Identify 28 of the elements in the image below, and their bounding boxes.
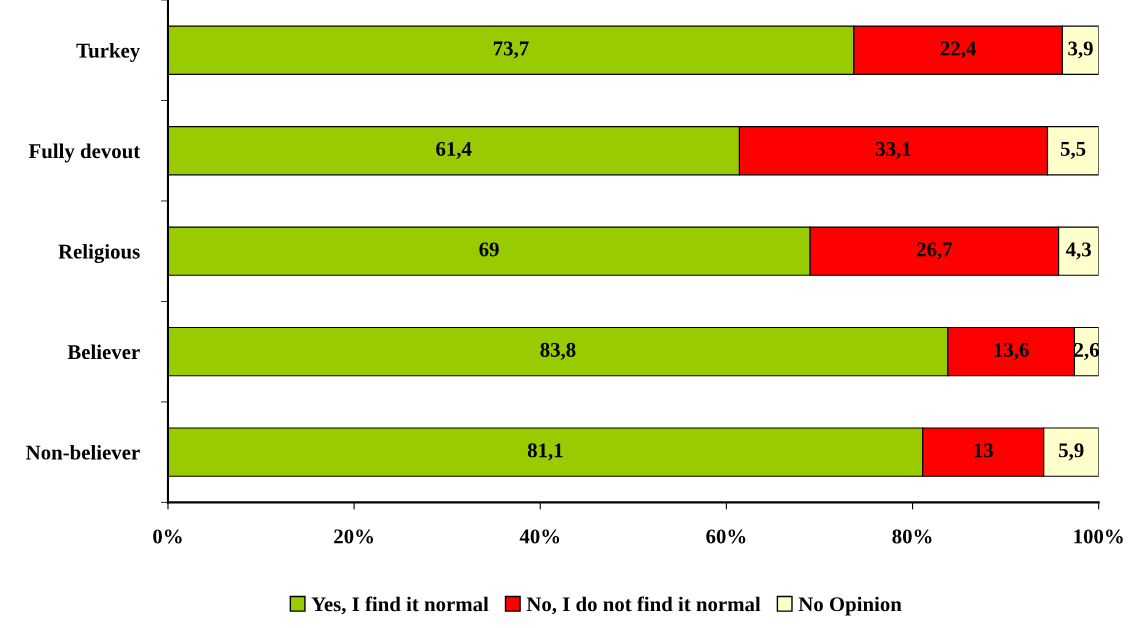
data-label: 69 (479, 242, 499, 257)
y-tick-label: Fully devout (28, 143, 141, 163)
legend-label: No, I do not find it normal (526, 596, 761, 615)
data-label: 33,1 (876, 141, 911, 159)
data-label: 4,3 (1065, 242, 1091, 260)
data-label: 26,7 (917, 242, 953, 260)
x-tick-label: 0% (153, 529, 182, 544)
x-tick-label: 100% (1074, 529, 1123, 544)
data-label: 13,6 (994, 342, 1029, 360)
data-label: 81,1 (527, 443, 563, 461)
data-label: 73,7 (493, 41, 529, 59)
x-tick-label: 80% (892, 529, 932, 544)
legend-label: Yes, I find it normal (311, 596, 489, 615)
data-label: 61,4 (436, 141, 472, 159)
y-tick-label: Non-believer (26, 444, 140, 460)
data-label: 13 (974, 443, 993, 458)
data-label: 83,8 (540, 342, 576, 360)
data-label: 3,9 (1068, 41, 1093, 59)
y-tick-label: Religious (58, 243, 140, 264)
legend-label: No Opinion (798, 596, 902, 616)
data-label: 5,9 (1059, 443, 1084, 461)
y-tick-label: Believer (67, 344, 140, 360)
x-tick-label: 40% (519, 529, 560, 544)
x-tick-label: 20% (334, 529, 373, 544)
data-label: 22,4 (940, 41, 976, 59)
y-tick-label: Turkey (76, 43, 140, 62)
data-label: 5,5 (1060, 142, 1086, 159)
x-tick-label: 60% (706, 529, 746, 544)
